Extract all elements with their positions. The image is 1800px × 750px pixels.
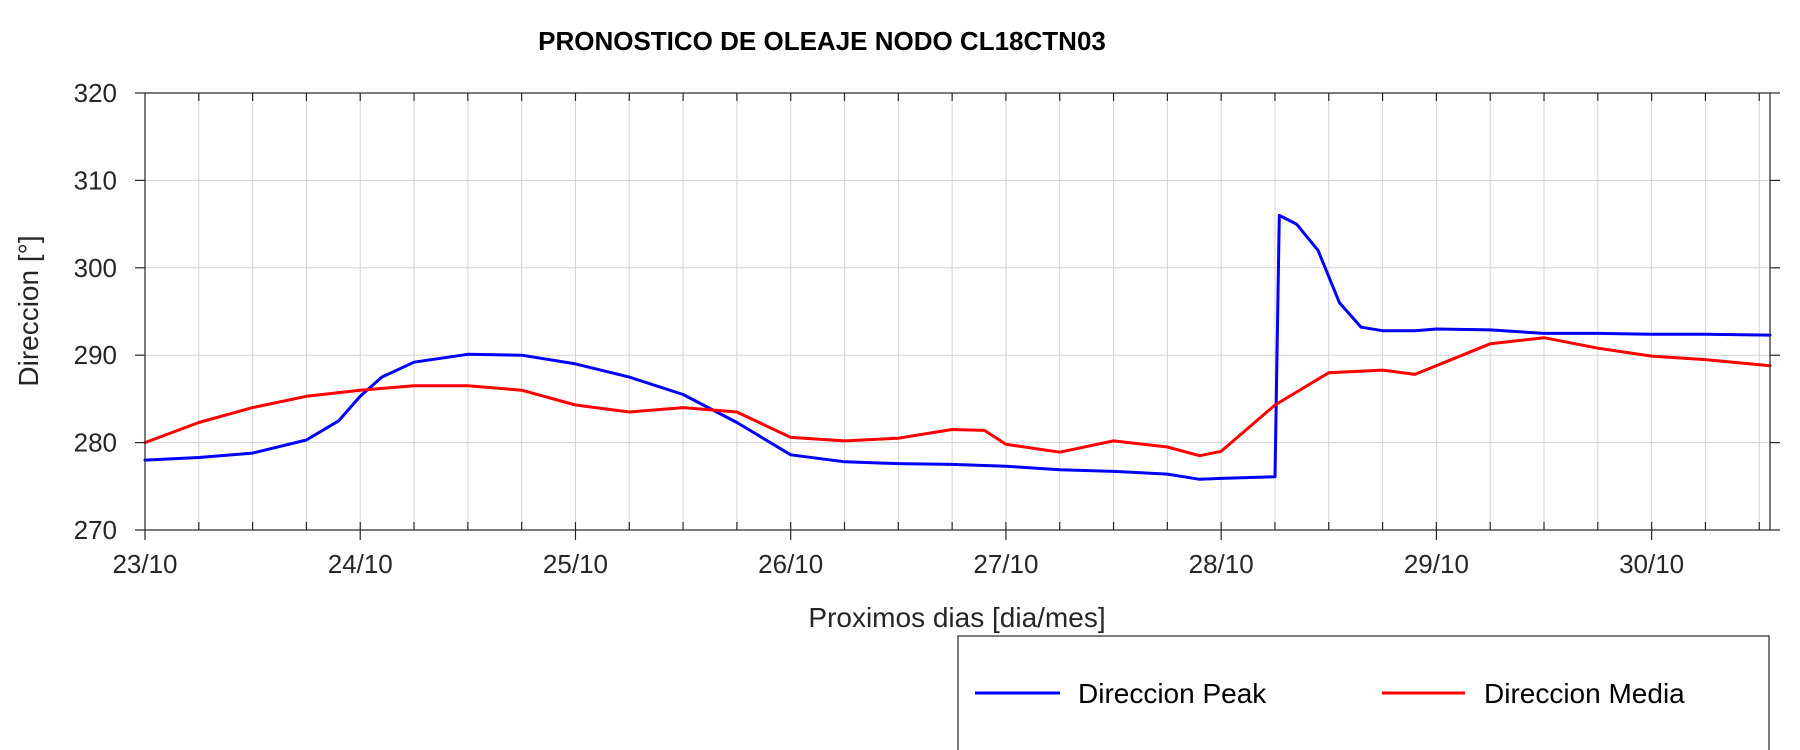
y-tick-label: 310 <box>74 165 117 195</box>
plot-frame <box>144 92 1771 531</box>
x-tick-label: 28/10 <box>1189 549 1254 579</box>
legend-box <box>957 635 1770 750</box>
grid <box>145 93 1770 530</box>
y-tick-label: 300 <box>74 253 117 283</box>
x-tick-label: 24/10 <box>328 549 393 579</box>
legend: Direccion Peak Direccion Media <box>957 635 1770 750</box>
x-tick-label: 23/10 <box>112 549 177 579</box>
y-tick-label: 320 <box>74 78 117 108</box>
x-tick-label: 30/10 <box>1619 549 1684 579</box>
y-tick-label: 270 <box>74 515 117 545</box>
y-axis-label: Direccion [°] <box>13 235 44 386</box>
x-tick-label: 27/10 <box>973 549 1038 579</box>
axis-ticks: 270 280 290 300 310 320 23/10 24/10 25/10 26/10 27… <box>74 78 1780 579</box>
chart-title: PRONOSTICO DE OLEAJE NODO CL18CTN03 <box>538 26 1106 56</box>
y-tick-label: 280 <box>74 428 117 458</box>
legend-label-direccion-media: Direccion Media <box>1484 678 1685 709</box>
plot-series <box>143 213 1772 481</box>
series-line-direccion-media <box>143 336 1772 458</box>
series-line-direccion-peak <box>143 213 1772 481</box>
legend-label-direccion-peak: Direccion Peak <box>1078 678 1267 709</box>
y-tick-label: 290 <box>74 340 117 370</box>
x-tick-label: 25/10 <box>543 549 608 579</box>
x-axis-label: Proximos dias [dia/mes] <box>808 602 1105 633</box>
x-tick-label: 29/10 <box>1404 549 1469 579</box>
x-tick-label: 26/10 <box>758 549 823 579</box>
